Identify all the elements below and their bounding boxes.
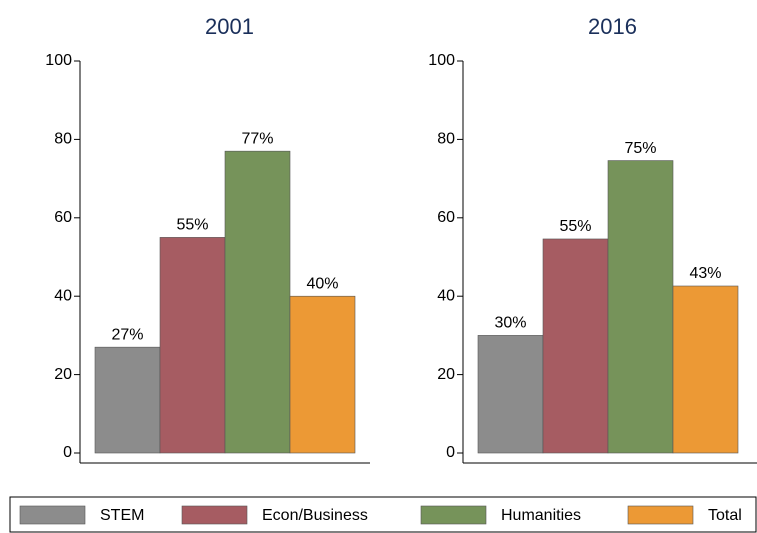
value-label: 30%	[494, 315, 526, 332]
value-label: 77%	[241, 130, 273, 147]
legend-swatch	[420, 505, 487, 525]
value-label: 40%	[306, 275, 338, 292]
y-tick-label: 80	[54, 131, 72, 148]
legend-swatch	[19, 505, 86, 525]
bar	[542, 238, 609, 454]
legend-label: Humanities	[501, 507, 581, 524]
y-tick-label: 40	[54, 287, 72, 304]
bar	[289, 295, 356, 454]
bar	[607, 160, 674, 454]
value-label: 55%	[559, 218, 591, 235]
y-tick-label: 60	[54, 209, 72, 226]
legend-label: Total	[708, 507, 742, 524]
legend-swatch	[181, 505, 248, 525]
legend-label: Econ/Business	[262, 507, 368, 524]
y-tick-label: 100	[45, 52, 72, 69]
legend-label: STEM	[100, 507, 144, 524]
y-tick-label: 60	[437, 209, 455, 226]
y-tick-label: 100	[428, 52, 455, 69]
y-tick-label: 20	[437, 366, 455, 383]
y-tick-label: 40	[437, 287, 455, 304]
y-tick-label: 0	[446, 444, 455, 461]
value-label: 55%	[176, 217, 208, 234]
chart-title: 2001	[205, 14, 254, 39]
legend-swatch	[627, 505, 694, 525]
chart-title: 2016	[588, 14, 637, 39]
y-tick-label: 0	[63, 444, 72, 461]
bar	[159, 237, 226, 454]
value-label: 75%	[624, 140, 656, 157]
value-label: 43%	[689, 265, 721, 282]
bar	[94, 346, 161, 454]
value-label: 27%	[111, 326, 143, 343]
y-tick-label: 80	[437, 131, 455, 148]
bar	[672, 285, 739, 454]
bar	[477, 335, 544, 454]
y-tick-label: 20	[54, 366, 72, 383]
bar	[224, 150, 291, 454]
